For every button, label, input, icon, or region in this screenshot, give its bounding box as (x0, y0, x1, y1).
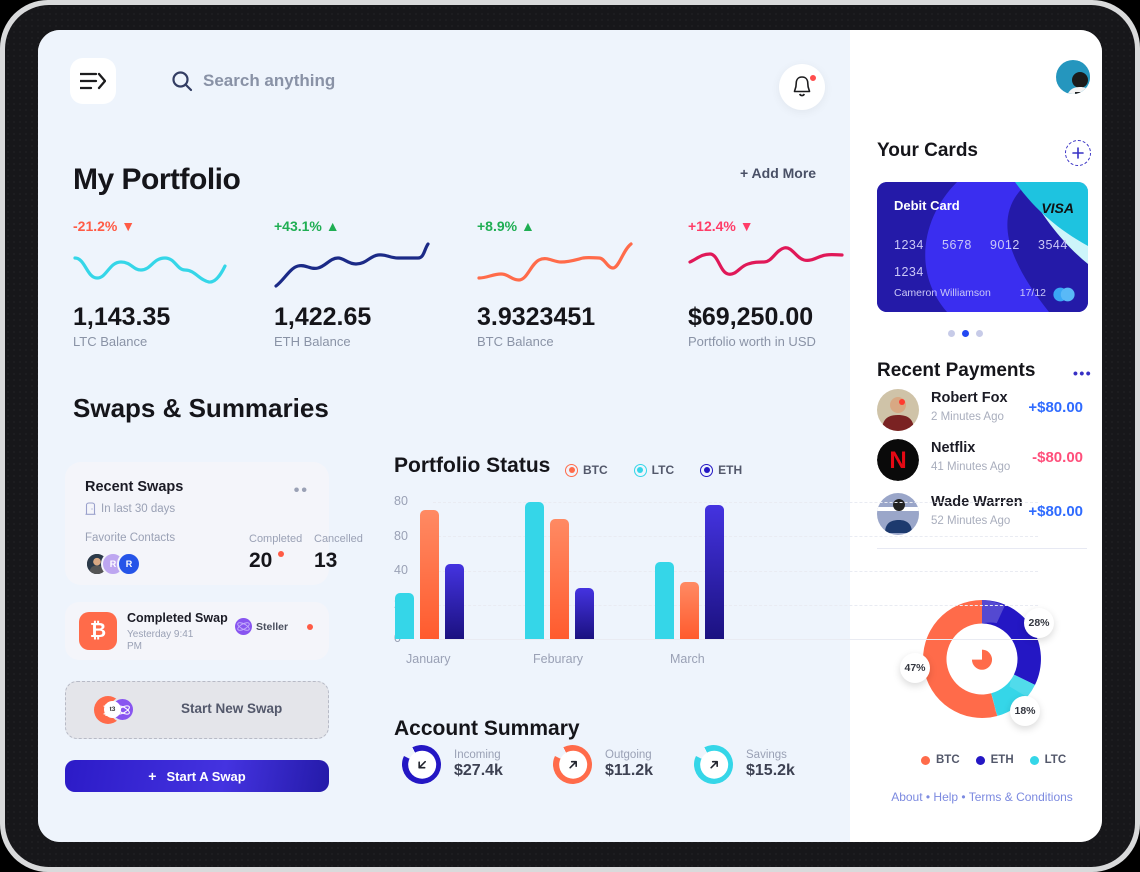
svg-text:₿: ₿ (90, 620, 106, 642)
svg-text:N: N (889, 447, 906, 474)
